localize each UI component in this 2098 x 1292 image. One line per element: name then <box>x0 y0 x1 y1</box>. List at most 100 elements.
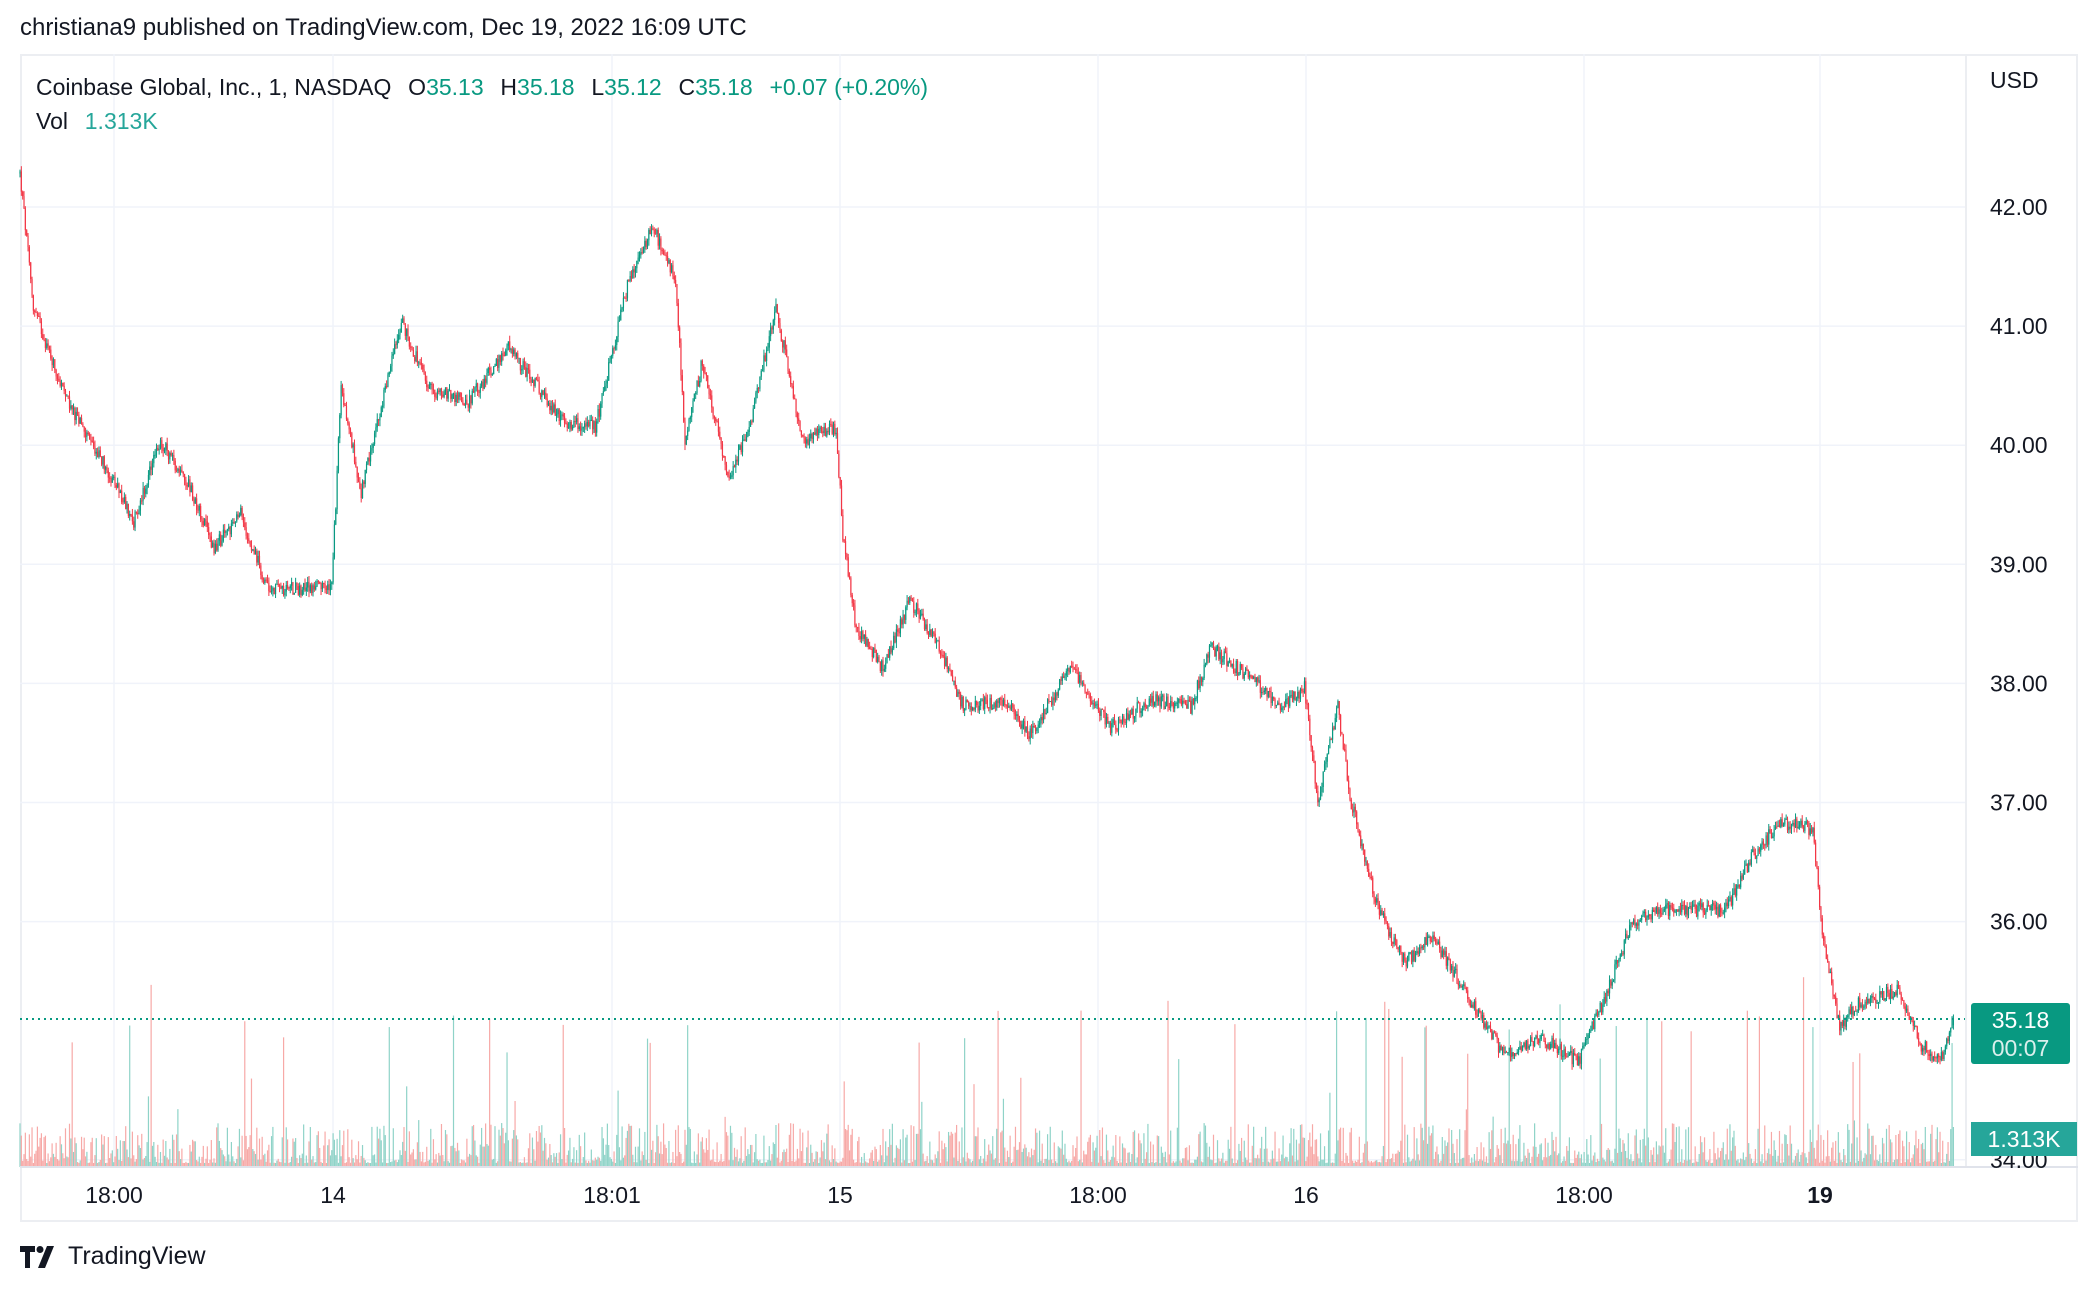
volume-bar <box>1550 1154 1552 1167</box>
volume-bar <box>1402 1162 1405 1167</box>
candle-body <box>617 321 619 337</box>
volume-bar <box>1080 1010 1082 1167</box>
candle-body <box>1635 923 1637 926</box>
candle-body <box>1132 708 1134 719</box>
candle-body <box>1421 946 1423 949</box>
candle-body <box>1860 1004 1862 1008</box>
candle-body <box>1896 984 1898 996</box>
candle-body <box>1562 1055 1564 1057</box>
candle-body <box>1263 690 1265 693</box>
candle-body <box>1160 696 1162 707</box>
candle-body <box>1790 824 1793 829</box>
volume-bar <box>201 1156 203 1167</box>
candle-body <box>1519 1046 1521 1050</box>
candle-body <box>166 443 168 451</box>
volume-bar <box>311 1159 313 1167</box>
symbol-title[interactable]: Coinbase Global, Inc., 1, NASDAQ <box>36 74 392 100</box>
volume-bar <box>1032 1155 1034 1167</box>
candle-body <box>1080 675 1082 684</box>
volume-bar <box>747 1149 749 1167</box>
candle-body <box>1539 1039 1541 1043</box>
volume-bar <box>891 1123 893 1167</box>
candle-body <box>159 440 162 450</box>
candle-body <box>1667 903 1670 916</box>
candle-body <box>1099 710 1101 716</box>
candle-body <box>879 662 881 671</box>
candle-body <box>1631 922 1633 924</box>
candle-body <box>1211 642 1213 646</box>
volume-bar <box>911 1161 914 1167</box>
volume-bar <box>737 1161 740 1167</box>
volume-bar <box>580 1146 582 1167</box>
candle-body <box>1295 698 1298 701</box>
volume-bar <box>613 1151 615 1167</box>
volume-bar <box>867 1162 869 1167</box>
volume-bar <box>1540 1143 1542 1167</box>
volume-bar <box>1608 1149 1611 1167</box>
candle-body <box>654 233 657 235</box>
volume-bar <box>1034 1128 1037 1167</box>
candle-body <box>392 353 394 356</box>
candle-body <box>820 427 823 432</box>
candle-body <box>454 393 456 403</box>
volume-bar <box>169 1148 171 1167</box>
volume-bar <box>341 1145 344 1167</box>
volume-bar <box>609 1157 611 1167</box>
volume-bar <box>1092 1142 1094 1167</box>
candle-body <box>246 535 249 539</box>
candle-body <box>495 359 497 366</box>
volume-bar <box>1401 1056 1403 1167</box>
candle-body <box>1325 761 1327 765</box>
volume-bar <box>732 1160 734 1167</box>
volume-bar <box>657 1136 659 1167</box>
tradingview-logo[interactable]: TradingView <box>20 1242 206 1271</box>
candle-body <box>1137 702 1140 704</box>
candle-body <box>517 352 519 359</box>
volume-bar <box>1366 1141 1368 1167</box>
candle-body <box>882 660 884 671</box>
volume-bar <box>193 1141 195 1167</box>
volume-bar <box>1819 1162 1821 1167</box>
volume-bar <box>1607 1148 1609 1167</box>
candle-body <box>1147 705 1149 709</box>
volume-bar <box>1646 1017 1648 1167</box>
volume-bar <box>930 1159 932 1167</box>
candle-body <box>1281 707 1283 711</box>
candle-body <box>1041 717 1043 721</box>
volume-bar <box>553 1153 555 1167</box>
volume-bar <box>1693 1162 1695 1167</box>
candle-body <box>205 519 207 522</box>
currency-label[interactable]: USD <box>1990 67 2039 93</box>
candle-body <box>1121 716 1124 724</box>
volume-bar <box>1645 1145 1647 1167</box>
candle-body <box>220 534 222 546</box>
volume-bar <box>584 1132 586 1167</box>
candle-body <box>812 432 815 440</box>
volume-bar <box>1836 1162 1838 1167</box>
candle-body <box>1436 943 1438 945</box>
candle-body <box>1511 1052 1513 1057</box>
volume-bar <box>1504 1127 1506 1167</box>
volume-bar <box>253 1151 255 1167</box>
volume-bars <box>19 977 1955 1167</box>
volume-bar <box>724 1116 726 1167</box>
volume-bar <box>1374 1160 1376 1167</box>
price-tick-label: 39.00 <box>1990 551 2048 577</box>
volume-bar <box>170 1162 172 1167</box>
candle-body <box>222 529 224 541</box>
candle-body <box>945 657 947 666</box>
volume-bar <box>1179 1160 1181 1167</box>
candle-body <box>103 456 105 470</box>
candle-body <box>953 680 955 682</box>
volume-bar <box>1635 1129 1637 1167</box>
candle-body <box>376 419 378 428</box>
candle-body <box>1575 1055 1577 1057</box>
volume-bar <box>384 1135 386 1167</box>
candle-body <box>1732 893 1734 906</box>
candle-body <box>56 376 59 379</box>
candle-body <box>1746 863 1748 873</box>
volume-bar <box>1946 1153 1948 1167</box>
volume-bar <box>1155 1162 1157 1167</box>
time-tick-label: 16 <box>1293 1182 1319 1208</box>
